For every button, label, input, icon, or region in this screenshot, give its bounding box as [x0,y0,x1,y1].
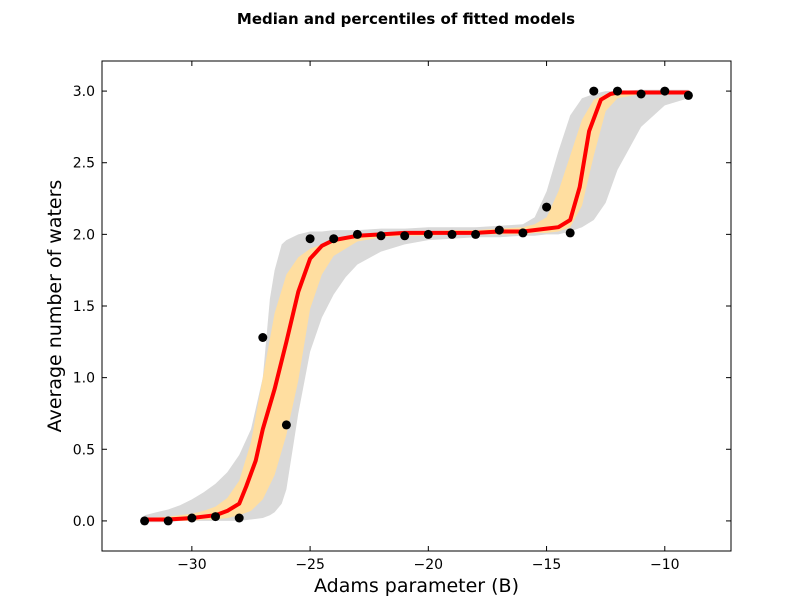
y-tick-label: 1.0 [73,371,95,387]
y-tick-label: 1.5 [73,299,95,315]
data-point [400,231,410,241]
plot-area [140,86,693,526]
inner-percentile-band [144,91,689,521]
outer-percentile-band [144,89,689,523]
data-point [281,420,291,430]
data-point [329,234,339,244]
data-point [518,228,528,238]
data-point [163,516,173,526]
data-point [542,202,552,212]
x-axis-ticks: −30 −25 −20 −15 −10 [177,61,680,573]
data-point [376,231,386,241]
x-tick-label: −15 [532,557,562,573]
data-point [660,86,670,96]
y-tick-label: 2.5 [73,156,95,172]
data-point [187,513,197,523]
y-tick-label: 0.5 [73,442,95,458]
data-point [494,225,504,235]
data-point [471,229,481,239]
median-line [142,90,691,522]
y-axis-ticks: 0.0 0.5 1.0 1.5 2.0 2.5 3.0 [73,84,731,530]
x-tick-label: −10 [650,557,680,573]
data-point [589,86,599,96]
data-point [305,234,315,244]
x-tick-label: −20 [414,557,444,573]
data-point [423,229,433,239]
data-point [140,516,150,526]
x-tick-label: −30 [177,557,207,573]
data-point [211,512,220,522]
data-point [352,229,362,239]
data-point [613,86,622,96]
data-point [447,229,457,239]
data-point [683,90,693,100]
x-axis-label: Adams parameter (B) [314,575,519,597]
data-point [258,333,268,342]
y-tick-label: 0.0 [73,514,95,530]
y-tick-label: 3.0 [73,84,95,100]
data-point [636,89,646,99]
data-point [565,228,575,238]
chart-title: Median and percentiles of fitted models [237,10,575,28]
data-point [234,513,244,523]
x-tick-label: −25 [295,557,325,573]
data-points [140,86,693,526]
y-tick-label: 2.0 [73,227,95,243]
y-axis-label: Average number of waters [44,180,66,433]
